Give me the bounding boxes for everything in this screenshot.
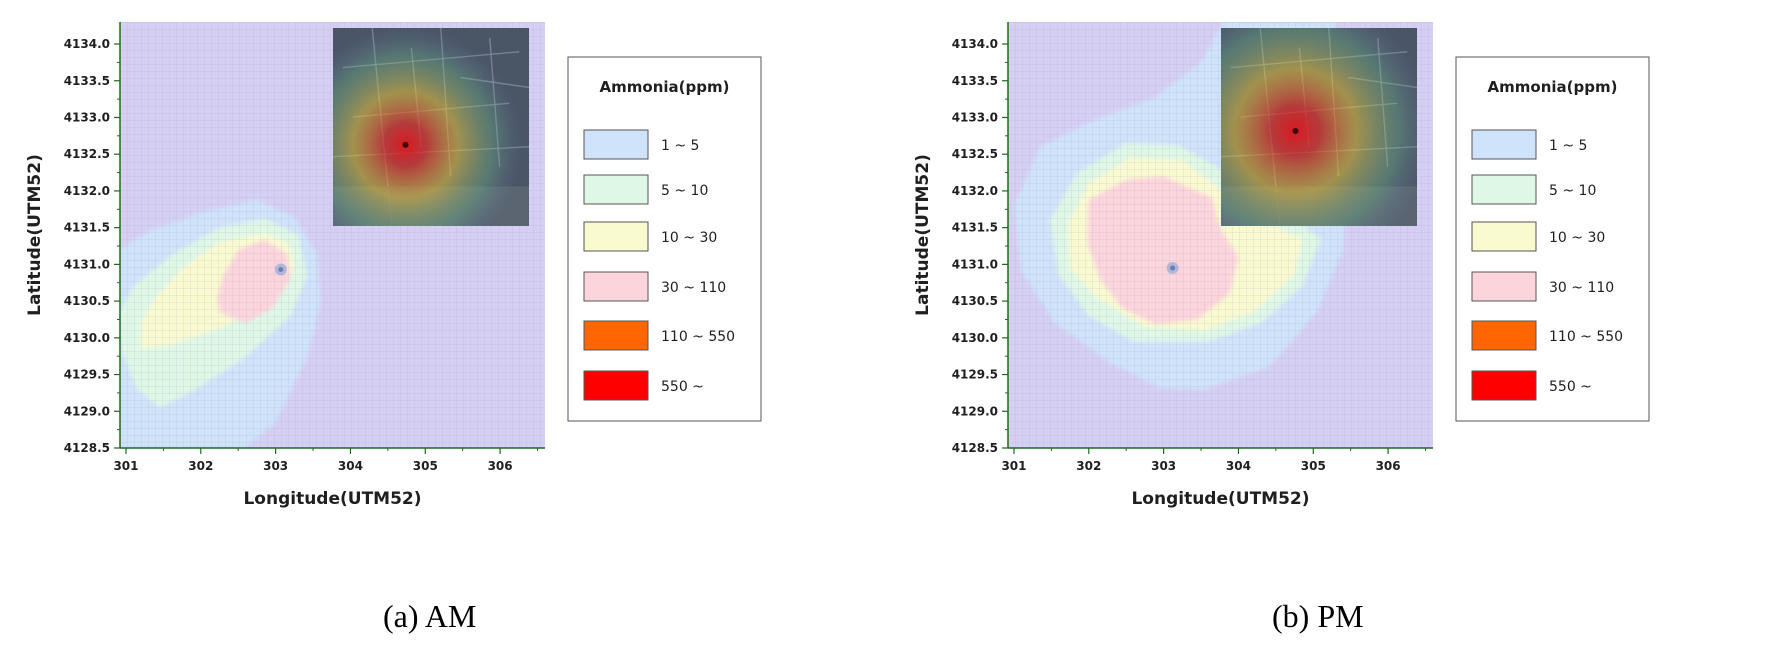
legend-label: 30 ~ 110	[661, 280, 726, 296]
x-tick-label: 302	[188, 459, 213, 473]
legend-swatch	[583, 320, 649, 351]
inset-satellite-map	[332, 27, 530, 227]
y-tick-label: 4132.5	[64, 147, 110, 161]
legend-title: Ammonia(ppm)	[600, 78, 730, 96]
caption-pm: (b) PM	[1272, 598, 1364, 634]
legend-swatch	[583, 174, 649, 205]
y-tick-label: 4130.0	[64, 331, 110, 345]
x-axis-label: Longitude(UTM52)	[1131, 489, 1309, 509]
y-tick-label: 4131.0	[952, 257, 998, 271]
legend-label: 10 ~ 30	[661, 230, 717, 246]
x-tick-label: 306	[488, 459, 513, 473]
legend-label: 10 ~ 30	[1549, 230, 1605, 246]
y-tick-label: 4131.5	[64, 221, 110, 235]
legend-label: 5 ~ 10	[1549, 183, 1596, 199]
legend-label: 5 ~ 10	[661, 183, 708, 199]
y-tick-label: 4132.0	[952, 184, 998, 198]
x-tick-label: 302	[1076, 459, 1101, 473]
legend: Ammonia(ppm) 1 ~ 5 5 ~ 10 10 ~ 30 30 ~ 110 11…	[567, 56, 762, 422]
y-tick-label: 4129.5	[64, 368, 110, 382]
legend-label: 1 ~ 5	[1549, 138, 1587, 154]
y-axis-label: Latitude(UTM52)	[913, 154, 933, 316]
legend-swatch	[1471, 221, 1537, 252]
x-tick-label: 303	[263, 459, 288, 473]
y-tick-label: 4134.0	[952, 37, 998, 51]
caption-am: (a) AM	[383, 598, 477, 634]
chart-panel-pm: 4128.5 4129.0 4129.5 4130.0 4130.5 4131.0 4131…	[888, 0, 1767, 594]
map-source-marker	[402, 141, 409, 148]
y-tick-label: 4133.5	[64, 74, 110, 88]
x-tick-label: 304	[1226, 459, 1251, 473]
y-tick-label: 4129.0	[952, 404, 998, 418]
map-concentration-overlay	[1221, 28, 1417, 226]
y-tick-label: 4132.0	[64, 184, 110, 198]
legend-swatch	[1471, 320, 1537, 351]
legend-swatch	[1471, 271, 1537, 302]
map-source-marker	[1292, 127, 1299, 134]
y-tick-label: 4130.0	[952, 331, 998, 345]
legend-label: 110 ~ 550	[661, 329, 735, 345]
y-tick-label: 4133.0	[64, 110, 110, 124]
y-tick-label: 4133.0	[952, 110, 998, 124]
y-axis-label: Latitude(UTM52)	[25, 154, 45, 316]
legend-swatch	[583, 370, 649, 401]
legend-label: 30 ~ 110	[1549, 280, 1614, 296]
legend-label: 1 ~ 5	[661, 138, 699, 154]
plume-map-am: 4128.5 4129.0 4129.5 4130.0 4130.5 4131.0 4131…	[25, 22, 762, 509]
x-tick-label: 301	[113, 459, 138, 473]
legend-swatch	[1471, 129, 1537, 160]
chart-panel-am: 4128.5 4129.0 4129.5 4130.0 4130.5 4131.0 4131…	[0, 0, 880, 594]
y-tick-label: 4132.5	[952, 147, 998, 161]
y-tick-label: 4133.5	[952, 74, 998, 88]
legend-swatch	[1471, 174, 1537, 205]
y-tick-label: 4128.5	[64, 441, 110, 455]
y-tick-label: 4129.0	[64, 404, 110, 418]
legend-swatch	[583, 129, 649, 160]
inset-satellite-map	[1220, 27, 1418, 227]
legend-label: 550 ~	[661, 379, 704, 395]
x-tick-label: 304	[338, 459, 363, 473]
legend-swatch	[583, 271, 649, 302]
y-tick-label: 4129.5	[952, 368, 998, 382]
legend-label: 550 ~	[1549, 379, 1592, 395]
legend-label: 110 ~ 550	[1549, 329, 1623, 345]
legend: Ammonia(ppm) 1 ~ 5 5 ~ 10 10 ~ 30 30 ~ 110 11…	[1455, 56, 1650, 422]
plume-map-pm: 4128.5 4129.0 4129.5 4130.0 4130.5 4131.0 4131…	[913, 22, 1650, 509]
y-tick-label: 4134.0	[64, 37, 110, 51]
x-tick-label: 306	[1376, 459, 1401, 473]
x-tick-label: 305	[413, 459, 438, 473]
y-tick-label: 4130.5	[952, 294, 998, 308]
y-tick-label: 4130.5	[64, 294, 110, 308]
legend-swatch	[1471, 370, 1537, 401]
x-tick-label: 303	[1151, 459, 1176, 473]
y-tick-label: 4128.5	[952, 441, 998, 455]
map-concentration-overlay	[333, 28, 529, 226]
x-tick-label: 301	[1001, 459, 1026, 473]
legend-title: Ammonia(ppm)	[1488, 78, 1618, 96]
x-tick-label: 305	[1301, 459, 1326, 473]
legend-swatch	[583, 221, 649, 252]
y-tick-label: 4131.0	[64, 257, 110, 271]
x-axis-label: Longitude(UTM52)	[243, 489, 421, 509]
y-tick-label: 4131.5	[952, 221, 998, 235]
